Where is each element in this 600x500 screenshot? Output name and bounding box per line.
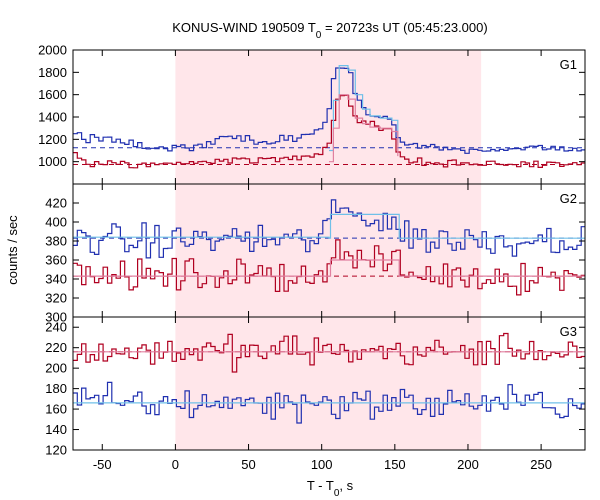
y-tick-label: 380 [45, 234, 67, 249]
y-tick-label: 200 [45, 361, 67, 376]
y-tick-label: 220 [45, 340, 67, 355]
highlight-interval [175, 184, 482, 317]
y-tick-label: 340 [45, 272, 67, 287]
y-tick-label: 1800 [38, 65, 67, 80]
background-model-curve [73, 259, 585, 277]
y-tick-label: 1000 [38, 154, 67, 169]
x-tick-label: 50 [241, 457, 255, 472]
y-axis-label: counts / sec [5, 215, 20, 285]
highlight-interval [175, 317, 482, 450]
background-model-curve [329, 94, 399, 163]
y-tick-label: 140 [45, 422, 67, 437]
panel-g2: 300 320 340 360 380 400 420 G2 [45, 183, 586, 325]
series-curve [73, 332, 585, 373]
series-curve [73, 381, 585, 424]
y-tick-label: 120 [45, 443, 67, 458]
y-tick-label: 1400 [38, 110, 67, 125]
y-tick-label: 1600 [38, 87, 67, 102]
panel-g3: 120 140 160 180 200 220 240 G3 [45, 316, 586, 458]
chart-panels: 100012001400160018002000G130032034036038… [38, 43, 586, 472]
y-tick-label: 300 [45, 310, 67, 325]
y-tick-label: 420 [45, 196, 67, 211]
y-tick-label: 400 [45, 215, 67, 230]
x-tick-label: 250 [530, 457, 552, 472]
series-curve [73, 199, 585, 259]
panel-curves [73, 332, 585, 424]
panel-g1: 1000 1200 1400 1600 1800 2000 G1 [38, 43, 586, 185]
panel-curves [73, 199, 585, 296]
y-tick-label: 2000 [38, 43, 67, 58]
x-axis-label: T - T0, s [307, 478, 354, 499]
x-tick-label: 150 [384, 457, 406, 472]
x-tick-label: -50 [93, 457, 112, 472]
x-tick-label: 0 [172, 457, 179, 472]
x-tick-label: 100 [311, 457, 333, 472]
y-tick-label: 320 [45, 291, 67, 306]
y-tick-label: 360 [45, 253, 67, 268]
series-curve [73, 67, 585, 154]
y-tick-label: 180 [45, 381, 67, 396]
panel-frame [72, 316, 586, 451]
chart-title: KONUS-WIND 190509 T0 = 20723s UT (05:45:… [172, 20, 487, 41]
background-model-curve [73, 213, 585, 239]
highlight-interval [175, 50, 482, 184]
x-tick-label: 200 [457, 457, 479, 472]
panel-label: G1 [560, 57, 577, 72]
y-tick-label: 160 [45, 402, 67, 417]
panel-curves [73, 65, 585, 169]
y-tick-label: 240 [45, 320, 67, 335]
panel-label: G3 [560, 324, 577, 339]
y-tick-label: 1200 [38, 132, 67, 147]
panel-label: G2 [560, 191, 577, 206]
